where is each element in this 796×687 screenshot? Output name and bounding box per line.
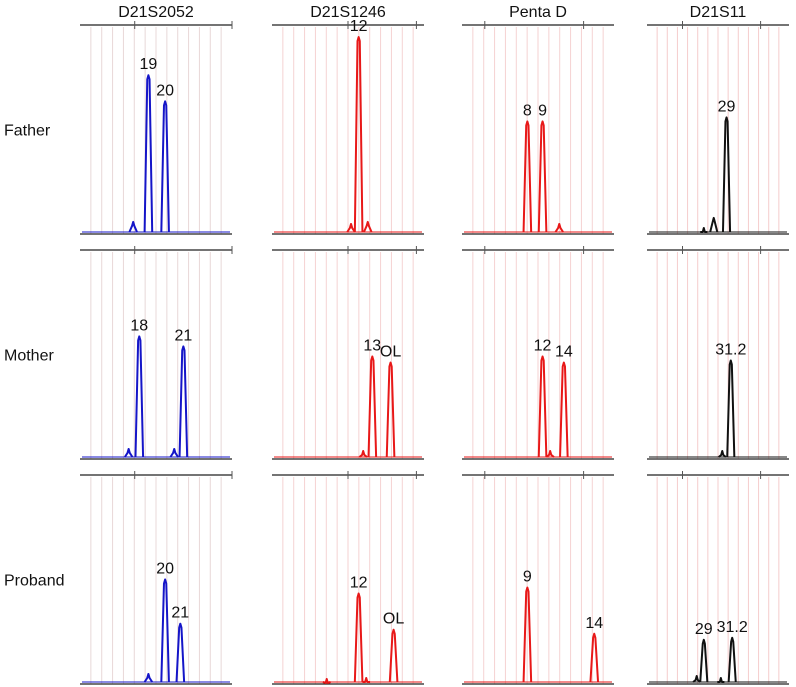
peak-14 [559,361,569,458]
locus-headers: D21S2052 D21S1246 Penta D D21S11 [118,4,746,21]
minor-peak [169,447,179,458]
minor-peak [358,449,368,458]
minor-peak [363,220,373,233]
locus-header-penta-d: Penta D [509,4,567,21]
minor-peak [709,216,719,233]
peak-label-29: 29 [695,621,713,638]
sample-labels: Father Mother Proband [4,123,65,590]
peak-18 [134,335,145,458]
peak-label-14: 14 [555,344,573,361]
peak-9 [522,586,533,683]
peak-label-12: 12 [534,338,552,355]
peak-label-13: 13 [363,338,381,355]
peak-label-9: 9 [538,102,547,119]
peak-14 [589,632,600,683]
minor-peak [346,222,356,233]
peak-19 [143,74,154,233]
peak-12 [537,355,548,458]
minor-peak [718,449,727,458]
peak-label-21: 21 [174,327,192,344]
peak-label-31-2: 31.2 [717,619,748,636]
panel-proband-penta-d: 9 14 [462,471,614,685]
peak-label-21: 21 [171,605,189,622]
peak-label-31-2: 31.2 [715,342,746,359]
peak-20 [160,100,170,233]
sample-label-father: Father [4,123,51,140]
peak-31-2 [727,636,737,683]
peak-8 [522,120,533,233]
minor-peak [554,222,564,233]
minor-peak [128,220,138,233]
peak-label-8: 8 [523,102,532,119]
minor-peak [124,447,134,458]
peak-label-20: 20 [156,560,174,577]
peak-label-20: 20 [156,82,174,99]
peak-ol [388,628,399,683]
minor-peak [700,226,708,233]
peak-31-2 [726,359,736,458]
panel-proband-d21s1246: 12 OL [272,471,424,685]
locus-header-d21s11: D21S11 [690,4,747,21]
peak-label-9: 9 [523,569,532,586]
peak-label-12: 12 [350,18,368,35]
peak-20 [160,578,170,683]
minor-peak [692,674,701,683]
panel-mother-penta-d: 12 14 [462,246,614,460]
peak-label-12: 12 [350,575,368,592]
minor-peak [545,449,555,458]
peak-label-ol: OL [383,611,404,628]
panel-father-d21s11: 29 [647,21,789,235]
peak-29 [721,116,732,233]
peak-ol [385,361,396,458]
panel-mother-d21s11: 31.2 [647,246,789,460]
minor-peak [362,676,371,683]
sample-label-mother: Mother [4,348,54,365]
peak-label-14: 14 [585,615,603,632]
peak-29 [699,638,709,683]
peak-9 [537,120,548,233]
peak-12 [353,592,364,683]
peak-21 [178,345,189,458]
peak-label-29: 29 [718,98,736,115]
minor-peak [143,672,154,683]
panel-proband-d21s11: 29 31.2 [647,471,789,685]
minor-peak [322,677,331,684]
peak-12 [353,36,364,233]
peak-label-18: 18 [130,317,148,334]
peak-21 [175,622,186,683]
locus-header-d21s1246: D21S1246 [310,4,386,21]
peak-label-ol: OL [380,344,401,361]
sample-label-proband: Proband [4,573,65,590]
peak-13 [367,355,378,458]
locus-header-d21s2052: D21S2052 [118,4,194,21]
panel-father-d21s1246: 12 [272,18,424,235]
peak-label-19: 19 [140,56,158,73]
